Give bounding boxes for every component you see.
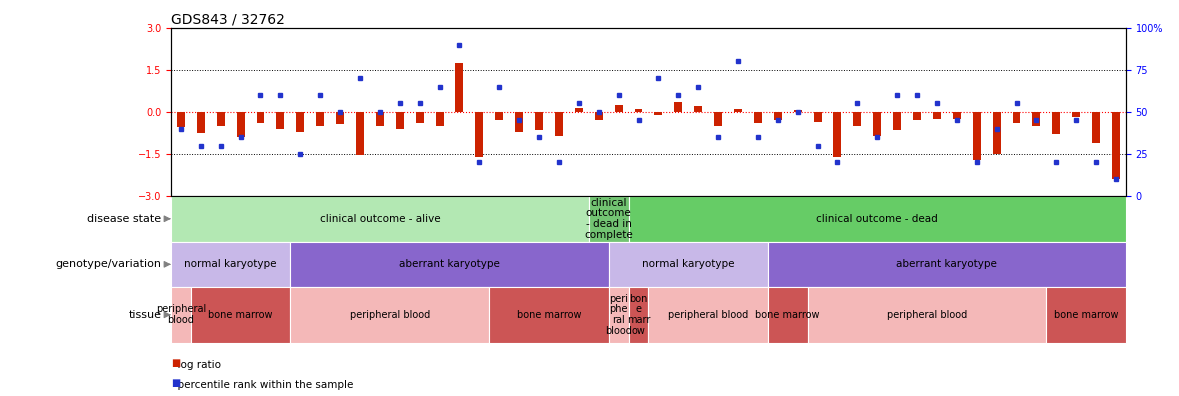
Text: log ratio: log ratio <box>171 360 220 370</box>
Bar <box>608 242 768 287</box>
Bar <box>575 108 582 112</box>
Bar <box>495 112 503 120</box>
Bar <box>1033 112 1040 126</box>
Bar <box>953 112 961 119</box>
Bar <box>475 112 483 157</box>
Bar <box>276 112 284 129</box>
Bar <box>290 287 489 343</box>
Bar <box>594 112 602 120</box>
Text: percentile rank within the sample: percentile rank within the sample <box>171 380 354 390</box>
Text: peripheral
blood: peripheral blood <box>156 305 206 325</box>
Bar <box>773 112 782 120</box>
Text: aberrant karyotype: aberrant karyotype <box>896 259 997 269</box>
Bar <box>854 112 862 126</box>
Bar <box>290 242 608 287</box>
Bar <box>435 112 443 126</box>
Bar <box>808 287 1047 343</box>
Text: genotype/variation: genotype/variation <box>55 259 162 269</box>
Bar <box>515 112 523 131</box>
Text: peripheral blood: peripheral blood <box>887 310 967 320</box>
Bar <box>1053 112 1060 134</box>
Bar <box>588 196 628 242</box>
Bar <box>455 63 463 112</box>
Text: clinical outcome - dead: clinical outcome - dead <box>816 214 938 224</box>
Bar <box>217 112 225 126</box>
Bar <box>237 112 244 137</box>
Bar <box>768 242 1126 287</box>
Bar <box>336 112 344 124</box>
Bar <box>628 196 1126 242</box>
Bar <box>416 112 423 123</box>
Text: aberrant karyotype: aberrant karyotype <box>399 259 500 269</box>
Bar <box>257 112 264 123</box>
Bar <box>489 287 608 343</box>
Bar <box>396 112 403 129</box>
Bar <box>648 287 768 343</box>
Text: disease state: disease state <box>87 214 162 224</box>
Text: clinical
outcome
- dead in
complete: clinical outcome - dead in complete <box>585 198 633 240</box>
Text: peripheral blood: peripheral blood <box>668 310 749 320</box>
Text: bone marrow: bone marrow <box>209 310 272 320</box>
Bar <box>608 287 628 343</box>
Bar <box>654 112 663 115</box>
Bar <box>555 112 562 136</box>
Text: clinical outcome - alive: clinical outcome - alive <box>320 214 440 224</box>
Text: bone marrow: bone marrow <box>756 310 819 320</box>
Bar <box>894 112 901 130</box>
Bar <box>197 112 205 133</box>
Bar <box>296 112 304 131</box>
Text: GDS843 / 32762: GDS843 / 32762 <box>171 13 285 27</box>
Bar <box>628 287 648 343</box>
Bar <box>191 287 290 343</box>
Bar <box>694 106 703 112</box>
Bar <box>874 112 881 136</box>
Bar <box>1047 287 1126 343</box>
Bar <box>177 112 185 127</box>
Bar <box>973 112 981 160</box>
Bar <box>1112 112 1120 179</box>
Text: tissue: tissue <box>129 310 162 320</box>
Text: ■: ■ <box>171 378 180 388</box>
Bar <box>768 287 808 343</box>
Bar <box>913 112 921 120</box>
Text: bone marrow: bone marrow <box>516 310 581 320</box>
Bar <box>316 112 324 126</box>
Bar <box>634 109 643 112</box>
Bar <box>735 109 742 112</box>
Bar <box>674 102 683 112</box>
Bar <box>933 112 941 119</box>
Bar <box>535 112 544 130</box>
Text: peripheral blood: peripheral blood <box>350 310 430 320</box>
Bar <box>753 112 762 123</box>
Bar <box>714 112 722 126</box>
Text: ■: ■ <box>171 358 180 368</box>
Bar <box>376 112 384 126</box>
Text: normal karyotype: normal karyotype <box>184 259 277 269</box>
Text: peri
phe
ral
blood: peri phe ral blood <box>605 293 632 336</box>
Bar <box>614 105 623 112</box>
Bar <box>356 112 364 155</box>
Bar <box>993 112 1001 154</box>
Bar <box>793 110 802 112</box>
Bar <box>1072 112 1080 118</box>
Bar <box>834 112 842 157</box>
Text: bone marrow: bone marrow <box>1054 310 1119 320</box>
Bar <box>1013 112 1021 123</box>
Bar <box>814 112 822 122</box>
Bar <box>1092 112 1100 143</box>
Text: normal karyotype: normal karyotype <box>643 259 735 269</box>
Bar <box>171 242 290 287</box>
Bar <box>171 287 191 343</box>
Bar <box>171 196 588 242</box>
Text: bon
e
marr
ow: bon e marr ow <box>627 293 650 336</box>
